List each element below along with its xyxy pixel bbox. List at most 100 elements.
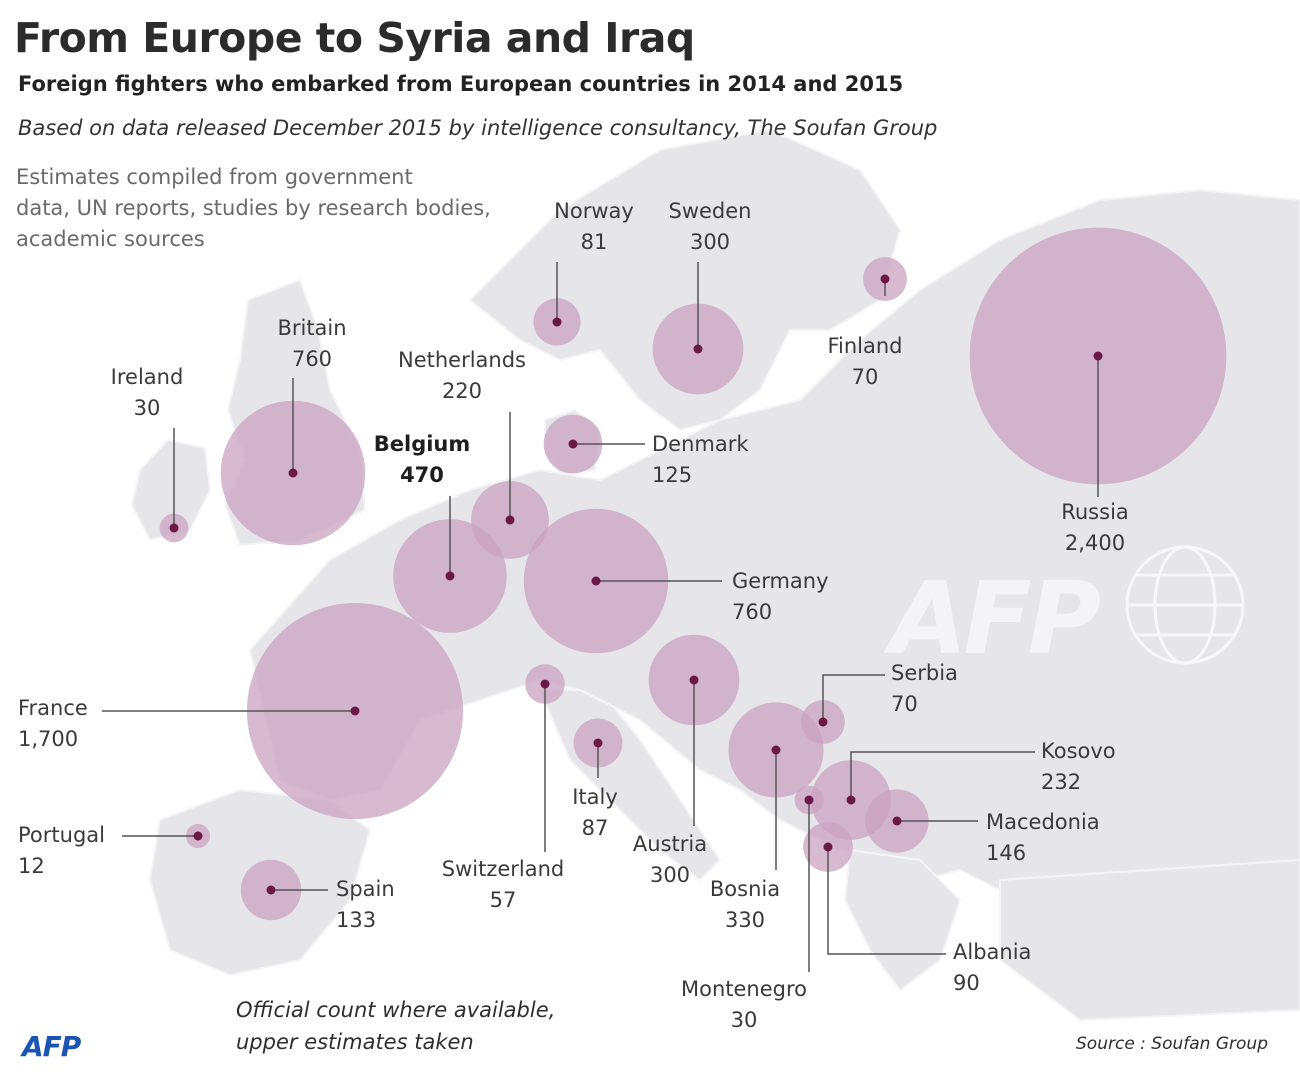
footnote-line: Official count where available, [236, 998, 556, 1022]
label-portugal: Portugal 12 [18, 820, 105, 882]
dot-austria [689, 675, 699, 685]
label-bosnia: Bosnia 330 [710, 874, 780, 936]
leader-line-albania [827, 847, 946, 955]
dot-switzerland [540, 679, 550, 689]
country-name: Kosovo [1041, 739, 1116, 763]
afp-globe-watermark [1125, 545, 1245, 665]
afp-logo: AFP [22, 1030, 81, 1063]
country-name: Switzerland [441, 857, 565, 881]
estimates-line: data, UN reports, studies by research bo… [16, 196, 491, 220]
country-name: Netherlands [397, 348, 527, 372]
fighter-count: 232 [1041, 770, 1082, 794]
dot-serbia [818, 717, 828, 727]
label-norway: Norway 81 [554, 196, 634, 258]
fighter-count: 70 [891, 692, 918, 716]
dot-albania [823, 842, 833, 852]
country-name: Macedonia [986, 810, 1100, 834]
dot-macedonia [892, 816, 902, 826]
fighter-count: 57 [489, 888, 517, 912]
country-name: France [18, 696, 88, 720]
fighter-count: 30 [133, 396, 161, 420]
page-title: From Europe to Syria and Iraq [14, 14, 695, 62]
label-switzerland: Switzerland 57 [442, 854, 565, 916]
label-finland: Finland 70 [827, 331, 902, 393]
country-name: Sweden [668, 199, 752, 223]
leader-line-layer [102, 262, 1099, 972]
country-name: Portugal [18, 823, 105, 847]
label-netherlands: Netherlands 220 [398, 345, 526, 407]
label-ireland: Ireland 30 [111, 362, 184, 424]
leader-line-kosovo [850, 751, 1035, 800]
dot-germany [591, 576, 601, 586]
country-name: Ireland [110, 365, 184, 389]
label-italy: Italy 87 [572, 782, 618, 844]
fighter-count: 70 [851, 365, 879, 389]
dot-finland [880, 274, 890, 284]
dot-montenegro [804, 795, 814, 805]
label-serbia: Serbia 70 [891, 658, 958, 720]
label-spain: Spain 133 [336, 874, 395, 936]
country-name: Bosnia [709, 877, 781, 901]
dot-netherlands [505, 515, 515, 525]
dot-spain [266, 885, 276, 895]
fighter-count: 12 [18, 854, 45, 878]
fighter-count: 300 [649, 863, 691, 887]
dot-bosnia [771, 745, 781, 755]
label-macedonia: Macedonia 146 [986, 807, 1100, 869]
dot-norway [552, 317, 562, 327]
estimates-note: Estimates compiled from government data,… [16, 162, 491, 255]
label-belgium: Belgium 470 [374, 429, 471, 491]
label-montenegro: Montenegro 30 [681, 974, 807, 1036]
label-austria: Austria 300 [633, 829, 707, 891]
fighter-count: 81 [580, 230, 608, 254]
label-kosovo: Kosovo 232 [1041, 736, 1116, 798]
country-name: Britain [277, 316, 347, 340]
source-credit: Source : Soufan Group [1076, 1034, 1268, 1054]
fighter-count: 30 [730, 1008, 758, 1032]
afp-watermark-text: AFP [890, 560, 1101, 677]
fighter-count: 760 [291, 347, 333, 371]
dot-kosovo [846, 795, 856, 805]
based-on-note: Based on data released December 2015 by … [18, 116, 938, 140]
country-name: Russia [1061, 500, 1129, 524]
dot-portugal [193, 831, 203, 841]
country-name: Austria [632, 832, 708, 856]
label-albania: Albania 90 [953, 937, 1031, 999]
label-sweden: Sweden 300 [669, 196, 752, 258]
dot-sweden [693, 344, 703, 354]
country-name: Albania [953, 940, 1032, 964]
estimates-line: academic sources [16, 227, 205, 251]
fighter-count: 760 [732, 600, 773, 624]
land-greece [843, 848, 962, 992]
label-denmark: Denmark 125 [652, 429, 749, 491]
footnote-line: upper estimates taken [236, 1030, 474, 1054]
country-name: Germany [732, 569, 829, 593]
dot-layer [169, 274, 1103, 895]
fighter-count: 1,700 [18, 727, 79, 751]
country-name: Denmark [652, 432, 749, 456]
country-name: Spain [336, 877, 395, 901]
label-russia: Russia 2,400 [1061, 497, 1129, 559]
label-france: France 1,700 [18, 693, 88, 755]
dot-italy [593, 738, 603, 748]
fighter-count: 146 [986, 841, 1027, 865]
dot-denmark [568, 439, 578, 449]
footnote: Official count where available, upper es… [236, 994, 555, 1058]
label-germany: Germany 760 [732, 566, 829, 628]
country-name: Serbia [891, 661, 958, 685]
country-name: Montenegro [680, 977, 808, 1001]
estimates-line: Estimates compiled from government [16, 165, 413, 189]
label-britain: Britain 760 [277, 313, 346, 375]
dot-russia [1093, 351, 1103, 361]
land-scandinavia [468, 128, 902, 432]
leader-line-serbia [822, 674, 885, 722]
fighter-count: 125 [652, 463, 693, 487]
country-name: Norway [554, 199, 634, 223]
land-turkey [999, 858, 1300, 1022]
dot-belgium [445, 571, 455, 581]
dot-france [350, 706, 360, 716]
fighter-count: 133 [336, 908, 377, 932]
fighter-count: 90 [953, 971, 980, 995]
country-name: Finland [827, 334, 903, 358]
